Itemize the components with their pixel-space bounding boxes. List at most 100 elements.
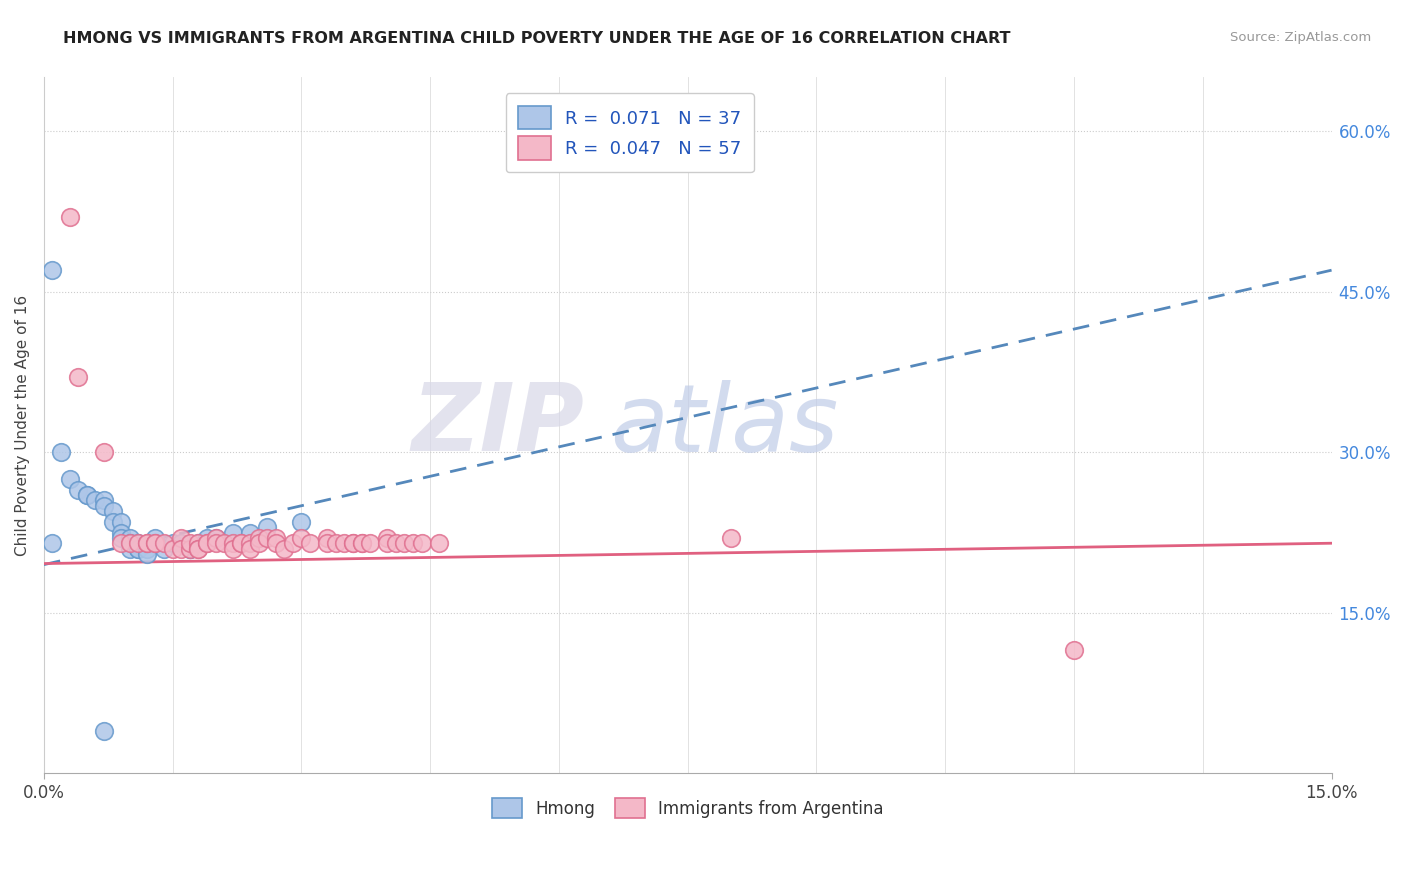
Point <box>84 493 107 508</box>
Point <box>359 536 381 550</box>
Text: atlas: atlas <box>610 380 839 471</box>
Point <box>118 531 141 545</box>
Point <box>101 515 124 529</box>
Point <box>187 541 209 556</box>
Point <box>256 531 278 545</box>
Point <box>256 520 278 534</box>
Point <box>145 531 167 545</box>
Point <box>145 536 167 550</box>
Text: ZIP: ZIP <box>412 379 585 472</box>
Point <box>195 536 218 550</box>
Point <box>298 536 321 550</box>
Point <box>110 515 132 529</box>
Point <box>170 531 193 545</box>
Point <box>222 536 245 550</box>
Point <box>153 536 176 550</box>
Point <box>247 531 270 545</box>
Point <box>281 536 304 550</box>
Point <box>385 536 408 550</box>
Point <box>127 536 149 550</box>
Point <box>333 536 356 550</box>
Point <box>110 536 132 550</box>
Point <box>264 531 287 545</box>
Point <box>411 536 433 550</box>
Point <box>135 547 157 561</box>
Point <box>170 541 193 556</box>
Point <box>290 515 312 529</box>
Point <box>118 536 141 550</box>
Point <box>76 488 98 502</box>
Point <box>402 536 425 550</box>
Point <box>212 536 235 550</box>
Point <box>350 536 373 550</box>
Point <box>350 536 373 550</box>
Point <box>59 210 82 224</box>
Point <box>187 536 209 550</box>
Point <box>145 536 167 550</box>
Point <box>247 536 270 550</box>
Point <box>162 541 184 556</box>
Point <box>179 541 201 556</box>
Point <box>179 536 201 550</box>
Point <box>204 531 226 545</box>
Point <box>427 536 450 550</box>
Point <box>239 541 262 556</box>
Point <box>67 370 90 384</box>
Point <box>49 445 72 459</box>
Text: HMONG VS IMMIGRANTS FROM ARGENTINA CHILD POVERTY UNDER THE AGE OF 16 CORRELATION: HMONG VS IMMIGRANTS FROM ARGENTINA CHILD… <box>63 31 1011 46</box>
Point <box>204 536 226 550</box>
Point <box>394 536 416 550</box>
Point <box>187 541 209 556</box>
Point <box>153 541 176 556</box>
Point <box>118 541 141 556</box>
Point <box>135 541 157 556</box>
Point <box>231 536 253 550</box>
Point <box>135 536 157 550</box>
Point <box>110 525 132 540</box>
Point <box>720 531 742 545</box>
Point <box>110 531 132 545</box>
Text: Source: ZipAtlas.com: Source: ZipAtlas.com <box>1230 31 1371 45</box>
Y-axis label: Child Poverty Under the Age of 16: Child Poverty Under the Age of 16 <box>15 295 30 556</box>
Point <box>231 536 253 550</box>
Point <box>264 536 287 550</box>
Point <box>41 263 63 277</box>
Point <box>59 472 82 486</box>
Point <box>222 541 245 556</box>
Point <box>290 531 312 545</box>
Point <box>195 536 218 550</box>
Point <box>342 536 364 550</box>
Point <box>375 531 398 545</box>
Point <box>325 536 347 550</box>
Point <box>239 525 262 540</box>
Point <box>195 531 218 545</box>
Point <box>179 541 201 556</box>
Point <box>76 488 98 502</box>
Point <box>342 536 364 550</box>
Point <box>273 541 295 556</box>
Point <box>222 525 245 540</box>
Point <box>67 483 90 497</box>
Point <box>127 536 149 550</box>
Point <box>93 445 115 459</box>
Point <box>118 536 141 550</box>
Point <box>316 531 339 545</box>
Point <box>41 536 63 550</box>
Point <box>93 723 115 738</box>
Point <box>179 541 201 556</box>
Point <box>93 499 115 513</box>
Point <box>239 536 262 550</box>
Point <box>101 504 124 518</box>
Point <box>316 536 339 550</box>
Point <box>93 493 115 508</box>
Point <box>187 536 209 550</box>
Point <box>204 531 226 545</box>
Point <box>127 541 149 556</box>
Point <box>135 536 157 550</box>
Point <box>375 536 398 550</box>
Point <box>170 536 193 550</box>
Point <box>127 541 149 556</box>
Point <box>162 536 184 550</box>
Point <box>1063 643 1085 657</box>
Legend: Hmong, Immigrants from Argentina: Hmong, Immigrants from Argentina <box>485 792 890 824</box>
